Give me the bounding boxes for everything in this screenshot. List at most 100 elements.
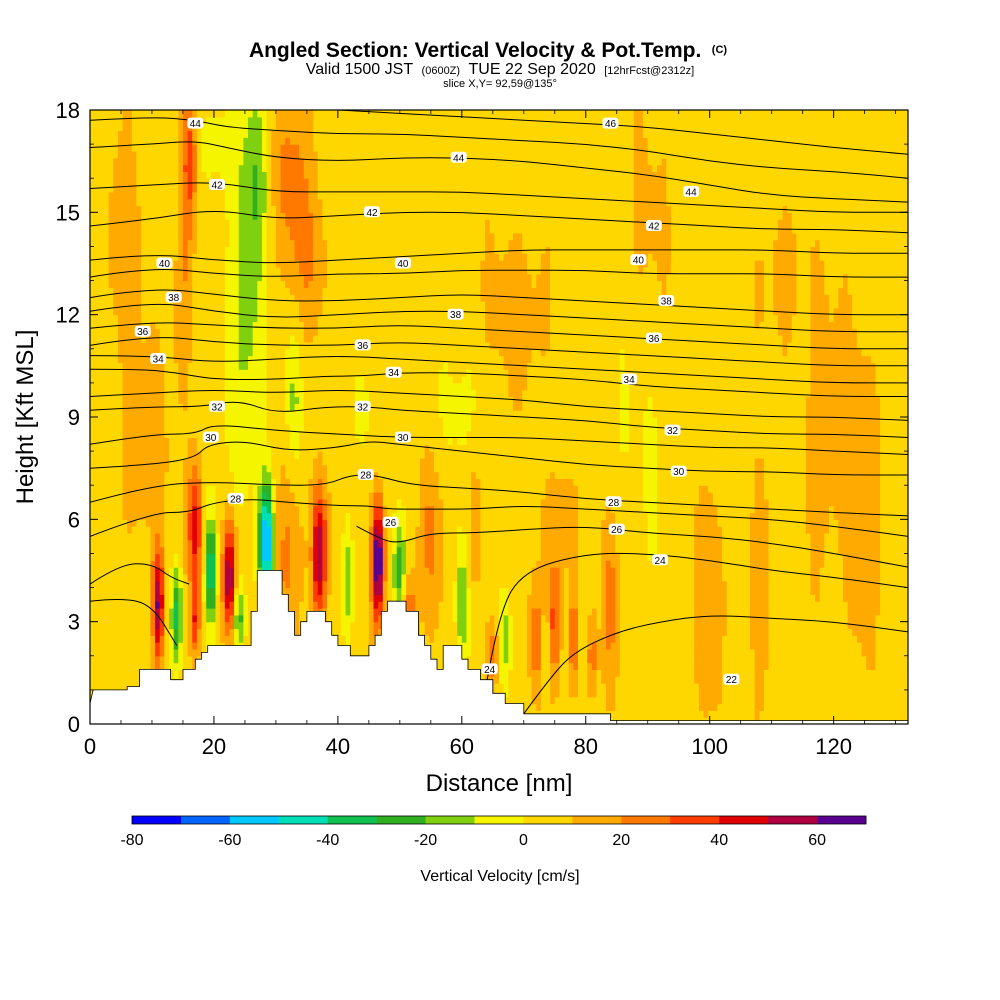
velocity-cell — [94, 464, 100, 473]
velocity-cell — [192, 635, 198, 643]
velocity-cell — [206, 348, 212, 357]
velocity-cell — [103, 307, 110, 316]
velocity-cell — [182, 362, 189, 370]
velocity-cell — [317, 178, 323, 186]
velocity-cell — [206, 335, 212, 343]
velocity-cell — [141, 307, 147, 316]
velocity-cell — [275, 164, 282, 172]
velocity-cell — [299, 553, 305, 561]
velocity-cell — [243, 239, 249, 248]
velocity-cell — [257, 457, 263, 466]
velocity-cell — [150, 185, 156, 193]
velocity-cell — [113, 546, 119, 555]
velocity-cell — [94, 417, 100, 425]
velocity-cell — [327, 546, 333, 555]
velocity-cell — [238, 539, 244, 548]
velocity-cell — [234, 526, 240, 534]
velocity-cell — [178, 178, 184, 186]
velocity-cell — [285, 437, 291, 445]
velocity-cell — [322, 314, 328, 323]
velocity-cell — [252, 389, 258, 398]
velocity-cell — [340, 348, 347, 357]
velocity-cell — [215, 389, 221, 398]
velocity-cell — [201, 642, 207, 650]
velocity-cell — [215, 191, 221, 200]
velocity-cell — [206, 451, 212, 459]
velocity-cell — [243, 369, 249, 377]
velocity-cell — [117, 444, 124, 452]
velocity-cell — [340, 594, 347, 602]
velocity-cell — [196, 457, 203, 466]
velocity-cell — [229, 628, 235, 636]
velocity-cell — [108, 137, 114, 145]
velocity-cell — [308, 423, 314, 432]
velocity-cell — [169, 567, 175, 575]
velocity-cell — [145, 280, 152, 288]
velocity-cell — [187, 546, 193, 555]
velocity-cell — [294, 280, 300, 288]
velocity-cell — [127, 178, 133, 186]
velocity-cell — [206, 301, 212, 309]
velocity-cell — [90, 191, 96, 200]
velocity-cell — [215, 164, 221, 172]
velocity-cell — [99, 676, 105, 684]
velocity-cell — [103, 648, 110, 657]
velocity-cell — [108, 369, 114, 377]
velocity-cell — [257, 464, 263, 473]
velocity-cell — [145, 662, 152, 671]
velocity-cell — [266, 150, 272, 159]
velocity-cell — [266, 273, 272, 282]
velocity-cell — [136, 273, 142, 282]
velocity-cell — [108, 123, 114, 132]
velocity-cell — [248, 273, 254, 282]
velocity-cell — [90, 321, 96, 329]
velocity-cell — [275, 451, 282, 459]
velocity-cell — [173, 485, 179, 493]
velocity-cell — [150, 239, 156, 248]
velocity-cell — [108, 676, 114, 684]
velocity-cell — [136, 246, 142, 254]
velocity-cell — [299, 573, 305, 582]
velocity-cell — [164, 505, 170, 514]
velocity-cell — [94, 198, 100, 207]
velocity-cell — [224, 130, 231, 138]
velocity-cell — [187, 614, 193, 623]
velocity-cell — [206, 471, 212, 479]
velocity-cell — [178, 185, 184, 193]
velocity-cell — [192, 362, 198, 370]
velocity-cell — [155, 116, 161, 125]
velocity-cell — [169, 648, 175, 657]
velocity-cell — [201, 519, 207, 527]
velocity-cell — [206, 157, 212, 166]
velocity-cell — [103, 219, 110, 227]
velocity-cell — [201, 621, 207, 630]
velocity-cell — [340, 260, 347, 268]
velocity-cell — [173, 191, 179, 200]
velocity-cell — [336, 301, 342, 309]
velocity-cell — [169, 178, 175, 186]
velocity-cell — [285, 369, 291, 377]
velocity-cell — [150, 212, 156, 220]
velocity-cell — [285, 382, 291, 391]
velocity-cell — [280, 341, 286, 350]
velocity-cell — [303, 410, 310, 418]
velocity-cell — [150, 457, 156, 466]
velocity-cell — [117, 655, 124, 664]
velocity-cell — [131, 553, 138, 561]
velocity-cell — [266, 164, 272, 172]
velocity-cell — [99, 178, 105, 186]
velocity-cell — [178, 205, 184, 213]
velocity-cell — [220, 164, 226, 172]
velocity-cell — [271, 485, 277, 493]
velocity-cell — [289, 505, 296, 514]
velocity-cell — [340, 423, 347, 432]
velocity-cell — [169, 171, 175, 179]
velocity-cell — [275, 553, 282, 561]
velocity-cell — [317, 587, 323, 595]
velocity-cell — [169, 498, 175, 507]
velocity-cell — [280, 239, 286, 248]
velocity-cell — [336, 485, 342, 493]
velocity-cell — [173, 185, 179, 193]
velocity-cell — [141, 178, 147, 186]
velocity-cell — [187, 560, 193, 568]
